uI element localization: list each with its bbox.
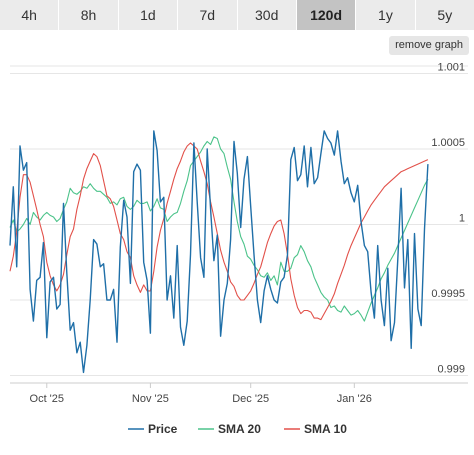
tab-7d[interactable]: 7d (178, 0, 238, 30)
y-tick-label: 1 (459, 213, 465, 225)
range-tabs: 4h 8h 1d 7d 30d 120d 1y 5y (0, 0, 474, 31)
x-tick-label: Jan '26 (337, 393, 372, 405)
series-line-price (9, 130, 429, 374)
y-tick-label: 0.9995 (431, 288, 465, 300)
x-axis-ticks: Oct '25 Nov '25 Dec '25 Jan '26 (30, 383, 372, 405)
y-tick-label: 1.001 (437, 62, 465, 74)
series-line-sma-20 (9, 136, 429, 322)
price-chart: 1.001 1.0005 1 0.9995 0.999 Oct '25 Nov '25 De… (9, 62, 468, 436)
tab-120d[interactable]: 120d (296, 0, 357, 30)
y-tick-label: 1.0005 (431, 137, 465, 149)
chart-series (9, 130, 429, 374)
legend-item-price[interactable]: Price (128, 422, 178, 436)
legend-label: SMA 10 (304, 422, 347, 436)
x-tick-label: Oct '25 (30, 393, 65, 405)
legend-item-sma-20[interactable]: SMA 20 (198, 422, 261, 436)
y-tick-label: 0.999 (437, 363, 465, 375)
tab-8h[interactable]: 8h (59, 0, 119, 30)
legend-label: Price (148, 422, 178, 436)
x-tick-label: Dec '25 (232, 393, 269, 405)
legend-label: SMA 20 (218, 422, 261, 436)
tab-1d[interactable]: 1d (118, 0, 179, 30)
tab-1y[interactable]: 1y (356, 0, 416, 30)
legend-item-sma-10[interactable]: SMA 10 (284, 422, 347, 436)
series-line-sma-10 (9, 142, 429, 321)
chart-grid (10, 65, 468, 384)
x-tick-label: Nov '25 (132, 393, 169, 405)
tab-5y[interactable]: 5y (415, 0, 474, 30)
y-axis-ticks: 1.001 1.0005 1 0.9995 0.999 (431, 62, 465, 376)
tab-30d[interactable]: 30d (237, 0, 297, 30)
tab-4h[interactable]: 4h (0, 0, 60, 30)
chart-legend: Price SMA 20 SMA 10 (128, 422, 347, 436)
remove-graph-button[interactable]: remove graph (389, 36, 469, 55)
